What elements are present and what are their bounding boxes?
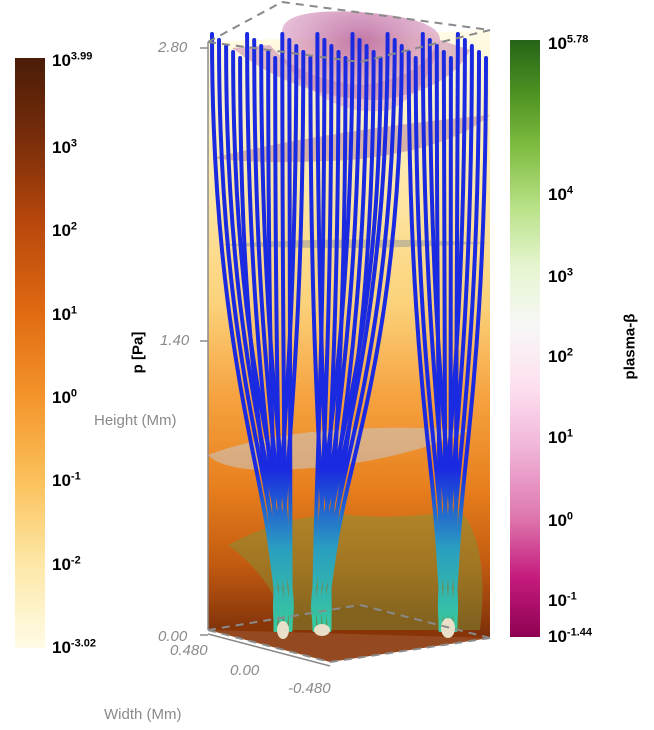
height-tick-top: 2.80 [158, 39, 188, 56]
pressure-colorbar [15, 58, 45, 648]
field-line [277, 50, 306, 632]
height-axis-ticks [200, 47, 208, 636]
pressure-tick-5: 10-1 [52, 470, 81, 490]
beta-tick-2: 103 [548, 266, 574, 286]
pressure-tick-1: 103 [52, 137, 78, 157]
beta-tick-1: 104 [548, 184, 574, 204]
field-line [287, 38, 293, 632]
height-axis-title: Height (Mm) [94, 412, 177, 429]
beta-tick-6: 10-1 [548, 590, 577, 610]
height-tick-mid: 1.40 [160, 332, 190, 349]
pressure-tick-6: 10-2 [52, 554, 81, 574]
field-line [273, 44, 299, 632]
field-line [447, 50, 481, 632]
beta-tick-7: 10-1.44 [548, 626, 592, 646]
field-line [452, 56, 488, 632]
field-line [320, 38, 397, 632]
bounding-box [207, 0, 491, 664]
field-line [442, 44, 474, 632]
height-tick-bottom: 0.00 [158, 628, 188, 645]
width-axis-line [207, 633, 331, 667]
beta-tick-3: 102 [548, 346, 574, 366]
field-lines [210, 32, 488, 632]
pressure-tick-4: 100 [52, 387, 78, 407]
width-axis-title: Width (Mm) [104, 706, 182, 723]
field-line [325, 44, 404, 632]
footpoint-center [314, 624, 330, 636]
beta-tick-5: 100 [548, 510, 574, 530]
field-line [310, 56, 383, 632]
pressure-tick-2: 102 [52, 220, 78, 240]
beta-tick-0: 105.78 [548, 33, 589, 53]
field-line [437, 38, 467, 632]
width-tick-left: 0.480 [170, 642, 208, 659]
beta-tick-4: 101 [548, 427, 574, 447]
width-tick-right: -0.480 [288, 680, 331, 697]
pressure-tick-3: 101 [52, 304, 78, 324]
field-line [315, 32, 390, 632]
pressure-tick-0: 103.99 [52, 50, 93, 70]
plasma-beta-colorbar [510, 40, 540, 637]
pressure-tick-7: 10-3.02 [52, 637, 96, 657]
footpoint-left [277, 621, 289, 639]
width-tick-mid: 0.00 [230, 662, 260, 679]
